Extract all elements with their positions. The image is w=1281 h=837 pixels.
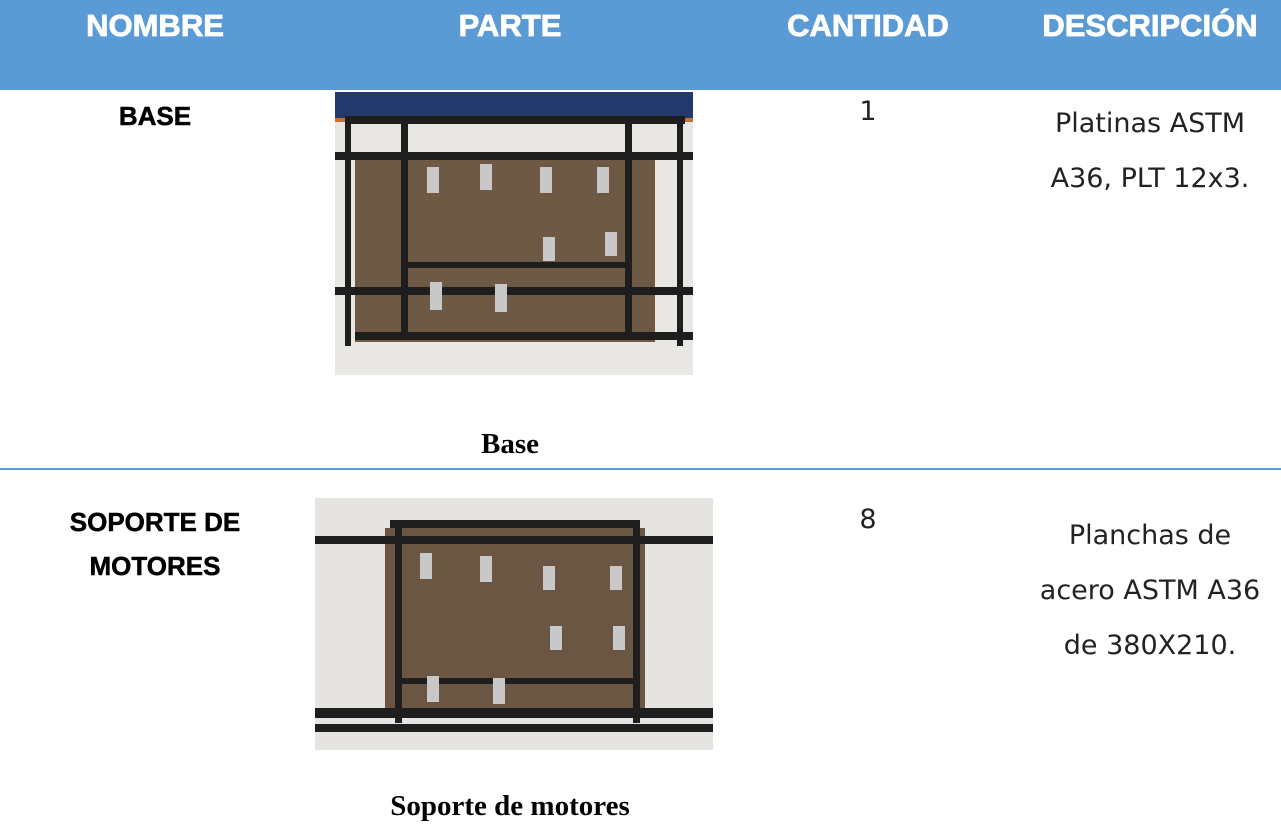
description: Platinas ASTM A36, PLT 12x3. <box>1051 96 1250 206</box>
photo-caption: Base <box>481 428 539 460</box>
description-line: Platinas ASTM <box>1054 108 1246 139</box>
header-cell: PARTE <box>458 8 562 44</box>
photo-caption: Soporte de motores <box>390 790 630 822</box>
row-divider <box>0 468 1281 470</box>
header-cell: NOMBRE <box>86 8 225 44</box>
part-name: BASE <box>118 101 192 132</box>
part-photo <box>335 92 693 375</box>
quantity: 8 <box>859 504 877 535</box>
description-line: Planchas de <box>1068 520 1232 551</box>
header-cell: DESCRIPCIÓN <box>1042 8 1258 44</box>
description: Planchas de acero ASTM A36 de 380X210. <box>1040 508 1260 673</box>
description-line: A36, PLT 12x3. <box>1050 163 1250 194</box>
header-cell: CANTIDAD <box>787 8 950 44</box>
part-name: SOPORTE DE MOTORES <box>69 507 241 582</box>
table-header: NOMBRE PARTE CANTIDAD DESCRIPCIÓN <box>0 0 1281 90</box>
description-line: acero ASTM A36 <box>1039 575 1261 606</box>
quantity: 1 <box>859 96 877 127</box>
description-line: de 380X210. <box>1063 630 1237 661</box>
part-photo <box>315 498 713 750</box>
